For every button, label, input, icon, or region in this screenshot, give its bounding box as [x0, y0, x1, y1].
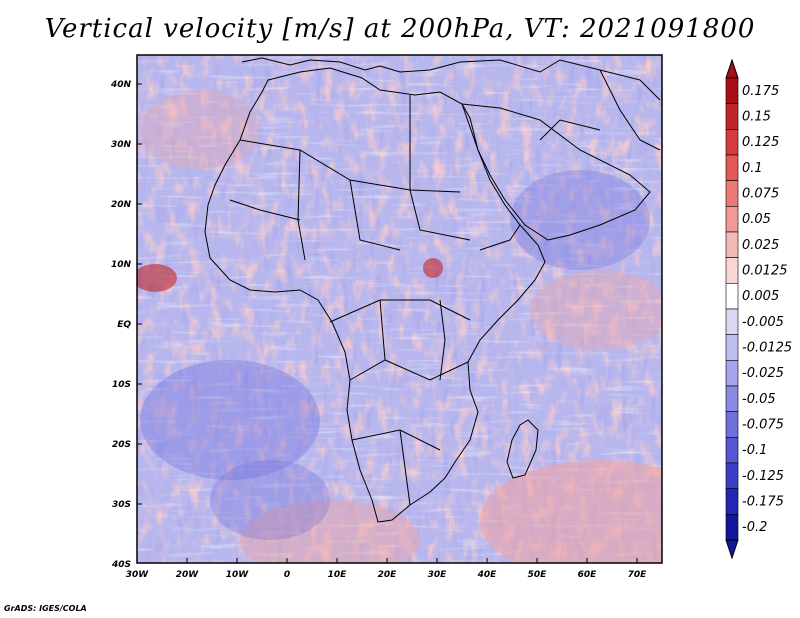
colorbar-swatch: [725, 129, 739, 156]
colorbar-swatch: [725, 103, 739, 130]
map-title: Vertical velocity [m/s] at 200hPa, VT: 2…: [44, 14, 756, 44]
lat-label: 40S: [111, 560, 131, 570]
colorbar-swatch: [725, 385, 739, 412]
lon-label: 20E: [378, 570, 398, 580]
colorbar-label: 0.025: [742, 238, 779, 253]
colorbar-label: 0.0125: [742, 264, 788, 279]
colorbar-label: -0.175: [742, 495, 784, 510]
lon-label: 30E: [428, 570, 448, 580]
colorbar-swatch: [725, 514, 739, 541]
plot-frame: [136, 54, 663, 564]
colorbar-label: 0.125: [742, 135, 779, 150]
lon-label: 40E: [477, 570, 498, 580]
colorbar-swatch: [725, 206, 739, 233]
colorbar-swatch: [725, 437, 739, 464]
colorbar-swatch: [725, 283, 739, 310]
lon-label: 60E: [578, 570, 598, 580]
colorbar-swatch: [725, 77, 739, 104]
colorbar-label: -0.1: [742, 443, 767, 458]
lat-label: 10S: [112, 380, 131, 390]
colorbar: 0.175 0.15 0.125 0.1 0.075 0.05 0.025 0.0125 0.0…: [725, 58, 792, 560]
lat-label: 30S: [112, 500, 131, 510]
colorbar-swatch: [725, 334, 739, 361]
colorbar-swatch: [725, 308, 739, 335]
colorbar-swatch: [725, 257, 739, 284]
latitude-labels: 40N 30N 20N 10N EQ 10S 20S 30S 40S: [110, 80, 132, 570]
lon-label: 50E: [528, 570, 548, 580]
colorbar-swatch: [725, 154, 739, 181]
colorbar-label: 0.1: [742, 161, 763, 176]
colorbar-top-arrow: [725, 58, 739, 79]
lat-label: 40N: [110, 80, 132, 90]
colorbar-label: -0.075: [742, 418, 784, 433]
colorbar-bottom-arrow: [725, 539, 739, 560]
lat-label: EQ: [117, 320, 131, 330]
colorbar-swatch: [725, 360, 739, 387]
lon-label: 10W: [226, 570, 250, 580]
colorbar-swatch: [725, 180, 739, 207]
lon-label: 30W: [126, 570, 150, 580]
longitude-ticks: [186, 558, 638, 563]
coastlines: [204, 57, 661, 523]
latitude-ticks: [137, 83, 142, 505]
lat-label: 10N: [111, 260, 132, 270]
lat-label: 20S: [112, 440, 131, 450]
colorbar-label: 0.005: [742, 289, 779, 304]
colorbar-swatch: [725, 488, 739, 515]
colorbar-label: -0.0125: [742, 341, 792, 356]
colorbar-swatch: [725, 462, 739, 489]
colorbar-label: -0.05: [742, 392, 776, 407]
velocity-field: [137, 55, 662, 563]
longitude-labels: 30W 20W 10W 0 10E 20E 30E 40E 50E 60E 70…: [126, 570, 647, 580]
lat-label: 20N: [111, 200, 132, 210]
lon-label: 0: [284, 570, 290, 580]
colorbar-label: 0.15: [742, 110, 771, 125]
colorbar-label: -0.005: [742, 315, 784, 330]
colorbar-swatch: [725, 231, 739, 258]
colorbar-label: 0.05: [742, 212, 771, 227]
credit-text: GrADS: IGES/COLA: [4, 604, 87, 613]
colorbar-label: -0.125: [742, 469, 784, 484]
colorbar-label: -0.025: [742, 366, 784, 381]
lon-label: 20W: [176, 570, 200, 580]
lat-label: 30N: [111, 140, 132, 150]
colorbar-label: 0.175: [742, 84, 779, 99]
lon-label: 70E: [628, 570, 648, 580]
colorbar-label: -0.2: [742, 520, 767, 535]
colorbar-swatch: [725, 411, 739, 438]
colorbar-label: 0.075: [742, 187, 779, 202]
lon-label: 10E: [328, 570, 348, 580]
